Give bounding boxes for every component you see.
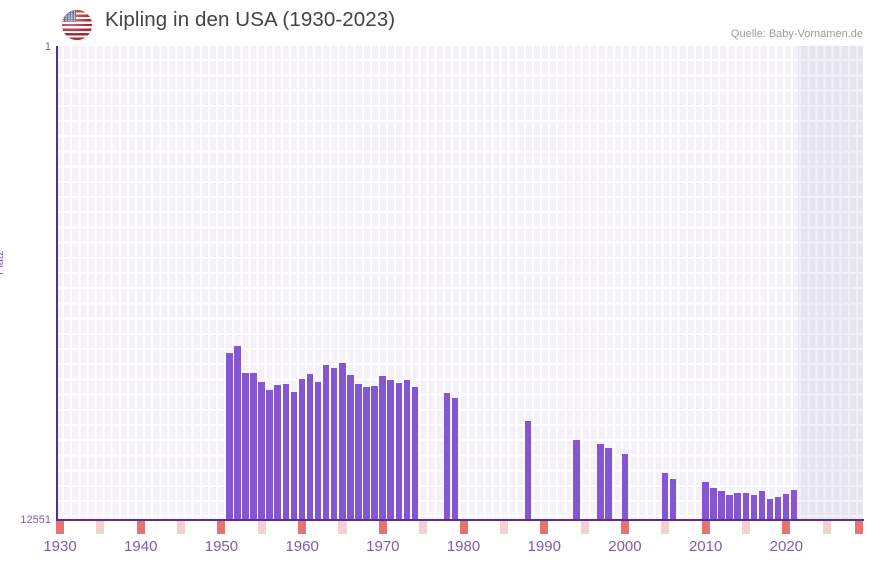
bar	[379, 376, 386, 520]
bar	[710, 488, 717, 520]
bar	[290, 392, 298, 520]
bar	[734, 493, 741, 520]
bar	[702, 482, 709, 520]
x-axis-tick-label: 1980	[446, 538, 481, 555]
bar	[661, 473, 669, 520]
x-tick-major	[782, 521, 791, 534]
bar	[726, 495, 733, 520]
bar-series	[56, 46, 863, 520]
bar	[669, 479, 677, 520]
x-tick-minor	[741, 521, 751, 534]
x-tick-minor	[177, 521, 186, 534]
bar	[452, 398, 459, 520]
bar	[330, 368, 338, 520]
y-axis-line	[56, 46, 58, 520]
x-axis-tick-label: 2000	[608, 538, 642, 555]
bar	[395, 383, 402, 520]
x-tick-minor	[661, 521, 670, 534]
bar	[742, 493, 750, 520]
x-tick-minor	[257, 521, 266, 534]
bar	[339, 363, 346, 520]
x-tick-major	[136, 521, 145, 534]
y-axis-title: Platz	[0, 250, 6, 275]
x-axis-tick-label: 2010	[688, 538, 723, 555]
bar	[314, 382, 322, 520]
bar	[718, 491, 725, 520]
x-tick-major	[459, 521, 468, 534]
x-axis-tick-label: 1990	[527, 538, 561, 555]
bar	[403, 380, 411, 520]
bar	[597, 444, 604, 520]
x-axis-tick-label: 1960	[285, 538, 319, 555]
bar	[782, 494, 790, 520]
bar	[411, 387, 419, 520]
us-flag-icon	[62, 10, 92, 40]
x-tick-edge	[854, 521, 864, 534]
bar	[266, 390, 273, 520]
x-tick-major	[378, 521, 387, 534]
x-tick-minor	[580, 521, 589, 534]
bar	[355, 384, 362, 520]
bar	[250, 373, 257, 520]
bar	[790, 490, 798, 520]
x-tick-minor	[419, 521, 428, 534]
bar	[573, 440, 580, 520]
x-axis-tick-label: 2020	[769, 538, 804, 555]
bar	[306, 374, 314, 520]
bar	[363, 387, 370, 520]
bar	[766, 499, 774, 520]
bar	[347, 375, 354, 520]
x-axis-tick-label: 1940	[124, 538, 158, 555]
source-attribution: Quelle: Baby-Vornamen.de	[730, 28, 863, 40]
bar	[274, 385, 281, 520]
bar	[758, 491, 766, 520]
bar	[226, 353, 233, 520]
bar	[524, 421, 532, 520]
bar	[605, 448, 612, 520]
x-tick-major	[56, 521, 65, 534]
bar	[298, 379, 306, 520]
y-axis-top-label: 1	[44, 41, 51, 53]
future-region-shading	[798, 46, 863, 520]
bar	[258, 382, 265, 520]
bar	[443, 393, 451, 520]
x-axis-tick-label: 1950	[204, 538, 239, 555]
bar	[282, 384, 290, 520]
flag-canton	[62, 10, 76, 22]
bar	[242, 373, 249, 520]
x-tick-major	[217, 521, 226, 534]
bar	[750, 495, 758, 520]
x-tick-minor	[822, 521, 831, 534]
x-tick-major	[298, 521, 307, 534]
x-tick-minor	[338, 521, 347, 534]
x-tick-major	[620, 521, 629, 534]
y-axis-bottom-label: 12551	[20, 514, 51, 526]
bar	[621, 454, 628, 520]
x-axis-tick-label: 1970	[366, 538, 400, 555]
x-axis-tick-label: 1930	[43, 538, 77, 555]
x-tick-major	[540, 521, 549, 534]
x-tick-minor	[499, 521, 508, 534]
bar	[234, 346, 241, 520]
x-tick-minor	[96, 521, 105, 534]
plot-area	[56, 46, 863, 520]
page-title: Kipling in den USA (1930-2023)	[105, 8, 396, 31]
x-axis-line	[56, 519, 864, 521]
x-tick-major	[701, 521, 710, 534]
bar	[322, 365, 330, 520]
bar	[774, 497, 782, 520]
flag-gloss	[62, 10, 92, 40]
horizontal-gridlines	[56, 46, 863, 520]
bar	[371, 386, 378, 520]
bar	[387, 380, 394, 520]
chart-header: Kipling in den USA (1930-2023) Quelle: B…	[0, 0, 873, 46]
